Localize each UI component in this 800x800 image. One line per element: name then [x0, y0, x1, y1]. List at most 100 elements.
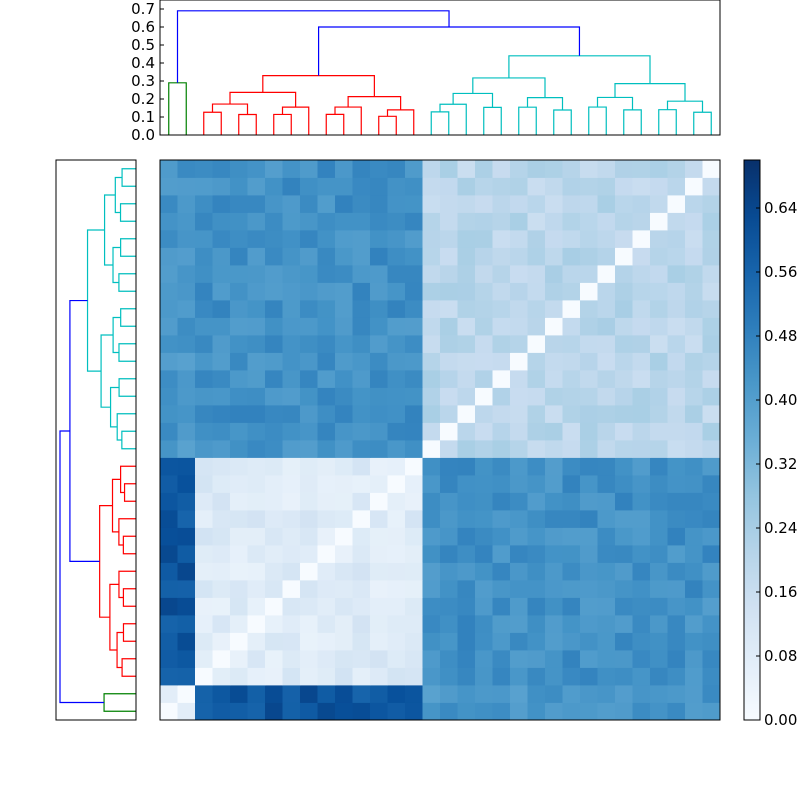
heatmap-cell	[702, 510, 721, 528]
heatmap-cell	[405, 370, 423, 388]
heatmap-cell	[615, 300, 633, 318]
heatmap-cell	[492, 370, 511, 388]
heatmap-cell	[282, 230, 301, 248]
heatmap-cell	[177, 510, 196, 528]
heatmap-cell	[545, 650, 563, 668]
heatmap-cell	[177, 387, 196, 406]
dendrogram-link	[109, 583, 119, 651]
heatmap-cell	[527, 230, 546, 248]
heatmap-cell	[387, 247, 406, 266]
heatmap-cell	[475, 475, 493, 493]
dendrogram-link	[100, 334, 114, 408]
heatmap-cell	[352, 300, 371, 318]
heatmap-cell	[317, 212, 336, 231]
heatmap-cell	[580, 457, 598, 476]
heatmap-cell	[667, 352, 686, 371]
heatmap-cell	[510, 352, 528, 371]
dendrogram-link	[483, 106, 502, 135]
heatmap-cell	[702, 370, 721, 388]
heatmap-cell	[282, 370, 301, 388]
heatmap-cell	[422, 370, 441, 388]
heatmap-cell	[475, 632, 493, 651]
dendrogram-link	[122, 588, 136, 607]
heatmap-cell	[685, 632, 703, 651]
heatmap-cell	[195, 510, 213, 528]
heatmap-cell	[352, 282, 371, 301]
heatmap-cell	[702, 195, 721, 213]
heatmap-cell	[510, 387, 528, 406]
heatmap-cell	[212, 300, 231, 318]
heatmap-cell	[160, 440, 178, 458]
heatmap-cell	[370, 440, 388, 458]
heatmap-cell	[370, 475, 388, 493]
heatmap-cell	[177, 405, 196, 423]
top-dendrogram-tick-label: 0.3	[131, 72, 155, 90]
heatmap-cell	[475, 335, 493, 353]
heatmap-cell	[492, 632, 511, 651]
heatmap-cell	[597, 615, 616, 633]
heatmap-cell	[212, 265, 231, 283]
heatmap-cell	[527, 457, 546, 476]
heatmap-cell	[510, 265, 528, 283]
heatmap-cell	[457, 265, 476, 283]
heatmap-cell	[492, 492, 511, 511]
heatmap-cell	[615, 650, 633, 668]
heatmap-cell	[160, 492, 178, 511]
heatmap-cell	[545, 230, 563, 248]
heatmap-cell	[160, 545, 178, 563]
heatmap-cell	[562, 545, 581, 563]
heatmap-cell	[317, 457, 336, 476]
heatmap-cell	[440, 177, 458, 196]
heatmap-cell	[702, 230, 721, 248]
heatmap-cell	[177, 685, 196, 703]
heatmap-cell	[282, 475, 301, 493]
heatmap-cell	[212, 597, 231, 616]
heatmap-cell	[177, 580, 196, 598]
heatmap-cell	[212, 632, 231, 651]
heatmap-cell	[650, 212, 668, 231]
heatmap-cell	[545, 545, 563, 563]
heatmap-cell	[177, 422, 196, 441]
heatmap-cell	[667, 457, 686, 476]
heatmap-cell	[615, 580, 633, 598]
heatmap-cell	[247, 282, 266, 301]
heatmap-cell	[265, 597, 283, 616]
heatmap-cell	[632, 212, 651, 231]
dendrogram-link	[118, 570, 136, 599]
heatmap-cell	[580, 405, 598, 423]
heatmap-cell	[335, 457, 353, 476]
top-dendrogram-tick-label: 0.5	[131, 36, 155, 54]
heatmap-cell	[387, 405, 406, 423]
heatmap-cell	[597, 370, 616, 388]
heatmap-cell	[387, 422, 406, 441]
heatmap-cell	[265, 457, 283, 476]
heatmap-cell	[177, 562, 196, 581]
dendrogram-link	[347, 96, 402, 110]
heatmap-cell	[650, 510, 668, 528]
heatmap-cell	[702, 212, 721, 231]
heatmap-cell	[265, 422, 283, 441]
heatmap-cell	[492, 562, 511, 581]
heatmap-cell	[370, 492, 388, 511]
heatmap-cell	[650, 282, 668, 301]
heatmap-cell	[457, 300, 476, 318]
heatmap-cell	[282, 335, 301, 353]
heatmap-cell	[265, 492, 283, 511]
heatmap-cell	[177, 352, 196, 371]
heatmap-cell	[265, 580, 283, 598]
heatmap-cell	[615, 247, 633, 266]
heatmap-cell	[457, 440, 476, 458]
heatmap-cell	[352, 212, 371, 231]
heatmap-cell	[160, 212, 178, 231]
top-dendrogram-tick-label: 0.4	[131, 54, 155, 72]
heatmap-cell	[580, 370, 598, 388]
heatmap-cell	[510, 440, 528, 458]
heatmap-cell	[282, 492, 301, 511]
heatmap-cell	[335, 300, 353, 318]
heatmap-cell	[387, 300, 406, 318]
heatmap-cell	[370, 247, 388, 266]
heatmap-cell	[702, 475, 721, 493]
heatmap-cell	[510, 702, 528, 721]
dendrogram-link	[59, 430, 105, 704]
heatmap-cell	[667, 650, 686, 668]
